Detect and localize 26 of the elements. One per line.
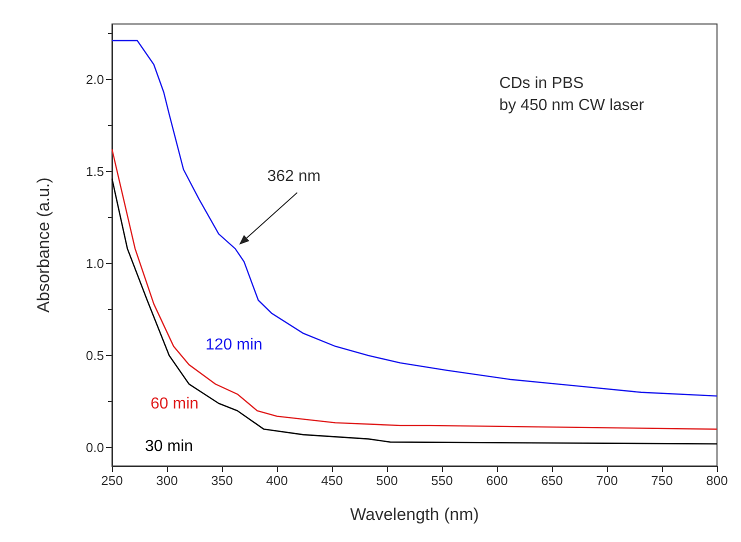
y-tick-label: 0.0 bbox=[86, 440, 104, 456]
x-tick-label: 400 bbox=[266, 473, 288, 488]
x-tick-label: 350 bbox=[211, 473, 233, 488]
y-tick-label: 0.5 bbox=[86, 348, 104, 363]
x-tick-label: 300 bbox=[156, 473, 178, 488]
series-label: 120 min bbox=[206, 336, 262, 354]
x-tick-label: 650 bbox=[541, 473, 563, 488]
x-tick-label: 800 bbox=[706, 473, 728, 488]
line-series bbox=[111, 148, 718, 430]
annotation: 362 nm bbox=[267, 168, 321, 186]
series-label: 60 min bbox=[150, 396, 199, 413]
y-axis-title: Absorbance (a.u.) bbox=[34, 177, 53, 313]
x-tick-label: 450 bbox=[321, 473, 343, 488]
x-tick-label: 250 bbox=[101, 473, 123, 488]
x-tick-label: 550 bbox=[431, 473, 453, 488]
x-axis-title: Wavelength (nm) bbox=[350, 505, 479, 524]
text: 30 min bbox=[145, 438, 194, 455]
x-tick-label: 600 bbox=[486, 473, 508, 488]
line-series bbox=[111, 40, 718, 397]
x-tick-label: 500 bbox=[376, 473, 398, 488]
annotation: CDs in PBS by 450 nm CW laser bbox=[499, 75, 645, 114]
x-tick-label: 700 bbox=[596, 473, 618, 488]
y-tick-label: 1.5 bbox=[86, 164, 104, 179]
y-tick-label: 1.0 bbox=[86, 256, 104, 271]
x-tick-label: 750 bbox=[651, 473, 673, 488]
y-tick-label: 2.0 bbox=[86, 72, 104, 87]
